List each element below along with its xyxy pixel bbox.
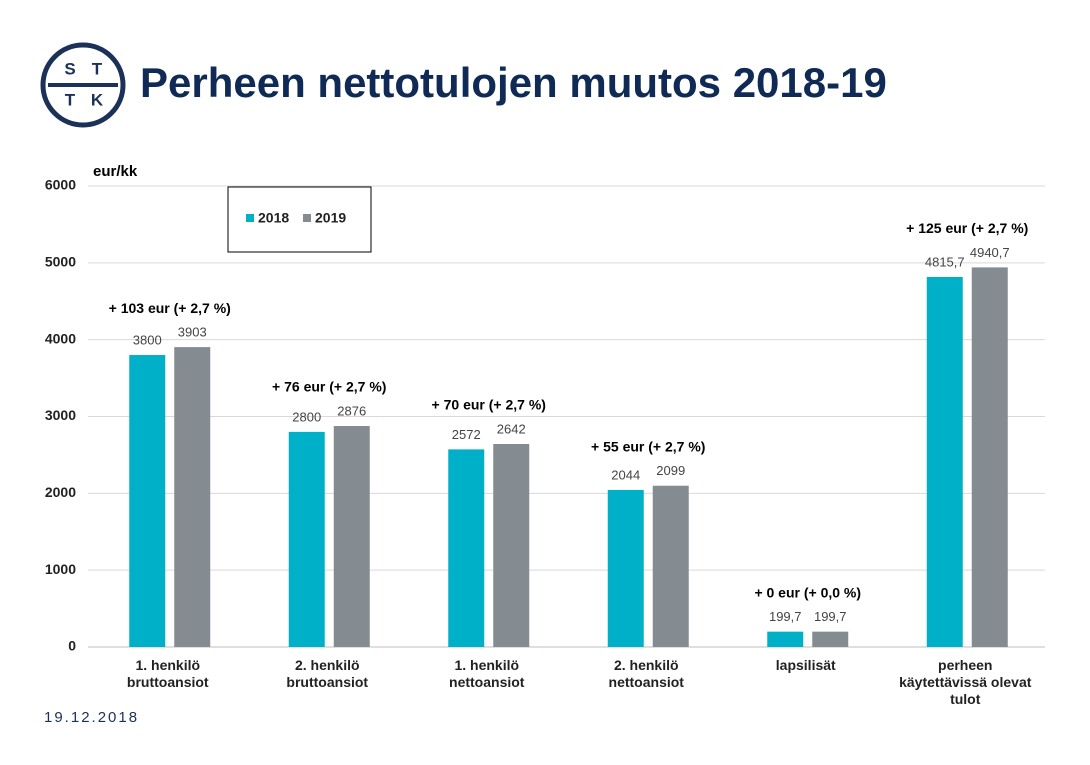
x-tick-label: 2. henkilö nettoansiot xyxy=(608,657,684,690)
value-label: 199,7 xyxy=(814,609,847,624)
bar xyxy=(652,485,689,647)
y-tick-label: 5000 xyxy=(45,254,76,270)
x-tick-label: 2. henkilö bruttoansiot xyxy=(286,657,369,690)
legend-box xyxy=(227,186,372,253)
annotation: + 125 eur (+ 2,7 %) xyxy=(906,220,1028,236)
bar xyxy=(288,431,325,647)
y-tick-label: 0 xyxy=(68,638,76,654)
value-label: 2642 xyxy=(497,421,526,436)
legend-swatch xyxy=(246,214,254,222)
bar xyxy=(926,276,963,647)
x-tick-label: 1. henkilö nettoansiot xyxy=(449,657,525,690)
y-tick-label: 3000 xyxy=(45,407,76,423)
legend-label: 2018 xyxy=(258,210,289,226)
annotation: + 70 eur (+ 2,7 %) xyxy=(432,397,546,413)
x-tick-label: 1. henkilö bruttoansiot xyxy=(126,657,209,690)
y-tick-label: 4000 xyxy=(45,330,76,346)
bar xyxy=(174,347,211,647)
value-label: 2044 xyxy=(611,467,640,482)
date: 19.12.2018 xyxy=(44,709,139,726)
y-tick-label: 2000 xyxy=(45,484,76,500)
annotation: + 0 eur (+ 0,0 %) xyxy=(754,584,861,600)
bar xyxy=(607,489,644,647)
value-label: 3800 xyxy=(133,332,162,347)
x-tick-label: perheen käytettävissä olevat tulot xyxy=(899,657,1032,707)
value-label: 2800 xyxy=(292,409,321,424)
legend-label: 2019 xyxy=(315,210,346,226)
y-axis-label: eur/kk xyxy=(93,163,138,180)
bar xyxy=(493,444,530,647)
x-tick-label: lapsilisät xyxy=(775,657,836,673)
value-label: 4815,7 xyxy=(925,254,965,269)
y-tick-label: 6000 xyxy=(45,177,76,193)
logo-letter: T xyxy=(65,90,76,109)
y-tick-label: 1000 xyxy=(45,561,76,577)
value-label: 2876 xyxy=(337,403,366,418)
chart-title: Perheen nettotulojen muutos 2018-19 xyxy=(140,59,887,106)
legend-swatch xyxy=(303,214,311,222)
value-label: 2572 xyxy=(452,427,481,442)
bar xyxy=(812,631,849,647)
bar xyxy=(333,426,370,647)
annotation: + 103 eur (+ 2,7 %) xyxy=(109,300,231,316)
logo-letter: T xyxy=(92,59,103,78)
annotation: + 55 eur (+ 2,7 %) xyxy=(591,438,705,454)
bar xyxy=(971,267,1008,647)
logo-letter: K xyxy=(91,90,104,109)
value-label: 3903 xyxy=(178,325,207,340)
annotation: + 76 eur (+ 2,7 %) xyxy=(272,379,386,395)
logo-letter: S xyxy=(64,59,75,78)
value-label: 199,7 xyxy=(769,609,802,624)
bar xyxy=(129,355,166,647)
value-label: 2099 xyxy=(656,463,685,478)
bar xyxy=(767,631,804,647)
value-label: 4940,7 xyxy=(970,245,1010,260)
logo-ring xyxy=(40,42,126,128)
bar xyxy=(448,449,485,647)
